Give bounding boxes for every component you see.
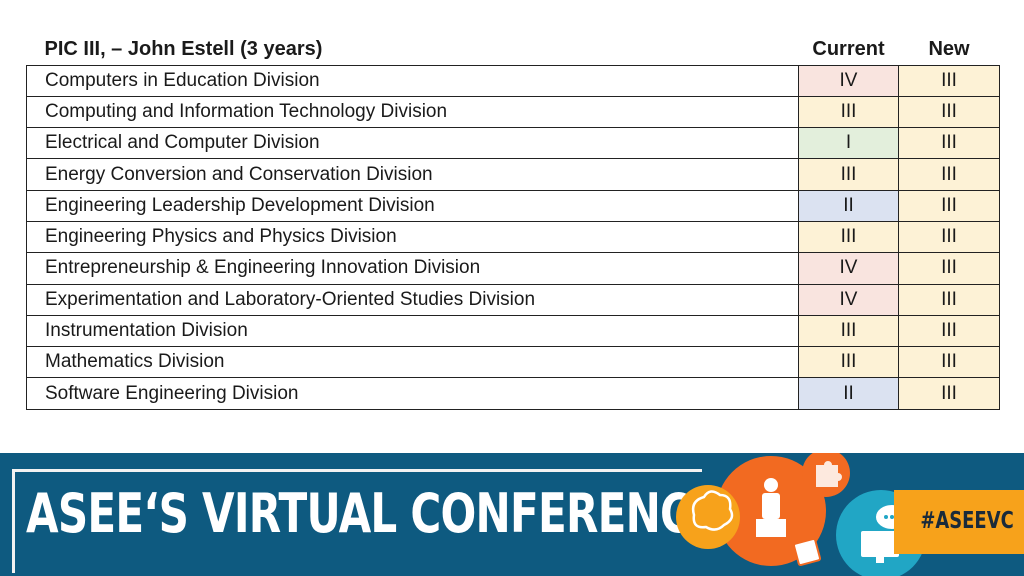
current-level-cell: III (798, 346, 899, 379)
table-row: Energy Conversion and Conservation Divis… (26, 158, 1000, 191)
table-row: Engineering Leadership Development Divis… (26, 189, 1000, 222)
table-row: Engineering Physics and Physics Division… (26, 220, 1000, 254)
table-row: Software Engineering Division II III (26, 377, 1000, 410)
new-level-cell: III (898, 314, 1000, 348)
new-level-cell: III (898, 377, 1000, 410)
current-level-cell: I (798, 127, 899, 160)
new-level-cell: III (898, 127, 1000, 160)
current-level-cell: III (798, 95, 899, 129)
table-row: Computing and Information Technology Div… (26, 95, 1000, 129)
current-level-cell: II (798, 189, 899, 222)
division-name-cell: Computing and Information Technology Div… (26, 95, 799, 129)
table-row: Computers in Education Division IV III (26, 64, 1000, 97)
division-name-cell: Computers in Education Division (26, 64, 799, 97)
current-level-cell: IV (798, 64, 899, 97)
new-level-cell: III (898, 158, 1000, 191)
new-level-cell: III (898, 189, 1000, 222)
division-name-cell: Mathematics Division (26, 346, 799, 379)
division-name-cell: Experimentation and Laboratory-Oriented … (26, 283, 799, 316)
division-name-cell: Engineering Physics and Physics Division (26, 220, 799, 254)
division-name-cell: Electrical and Computer Division (26, 127, 799, 160)
table-title: PIC III, – John Estell (3 years) (44, 37, 323, 60)
division-name-cell: Software Engineering Division (26, 377, 799, 410)
hashtag-bar (894, 490, 1024, 554)
new-level-cell: III (898, 283, 1000, 316)
table-body: Computers in Education Division IV III Comp… (26, 64, 1000, 410)
current-column-header: Current (812, 37, 885, 60)
current-level-cell: IV (798, 283, 899, 316)
brain-icon (676, 485, 740, 549)
table-row: Mathematics Division III III (26, 346, 1000, 379)
new-level-cell: III (898, 95, 1000, 129)
current-level-cell: III (798, 314, 899, 348)
current-level-cell: II (798, 377, 899, 410)
division-name-cell: Entrepreneurship & Engineering Innovatio… (26, 252, 799, 285)
table-row: Instrumentation Division III III (26, 314, 1000, 348)
new-level-cell: III (898, 64, 1000, 97)
banner-frame (12, 469, 702, 573)
division-table: PIC III, – John Estell (3 years) Current… (26, 34, 1000, 410)
new-level-cell: III (898, 220, 1000, 254)
calendar-icon (792, 537, 822, 567)
table-header-row: PIC III, – John Estell (3 years) Current… (27, 34, 1000, 65)
banner-title: ASEE‘S VIRTUAL CONFERENCE (26, 482, 719, 545)
hashtag-label: #ASEEVC (920, 508, 1014, 534)
new-level-cell: III (898, 346, 1000, 379)
current-level-cell: III (798, 220, 899, 254)
table-row: Electrical and Computer Division I III (26, 127, 1000, 160)
division-name-cell: Engineering Leadership Development Divis… (26, 189, 799, 222)
slide-content: PIC III, – John Estell (3 years) Current… (26, 34, 1000, 410)
division-name-cell: Energy Conversion and Conservation Divis… (26, 158, 799, 191)
new-column-header: New (928, 37, 970, 60)
table-row: Entrepreneurship & Engineering Innovatio… (26, 252, 1000, 285)
current-level-cell: IV (798, 252, 899, 285)
table-row: Experimentation and Laboratory-Oriented … (26, 283, 1000, 316)
current-level-cell: III (798, 158, 899, 191)
new-level-cell: III (898, 252, 1000, 285)
division-name-cell: Instrumentation Division (26, 314, 799, 348)
